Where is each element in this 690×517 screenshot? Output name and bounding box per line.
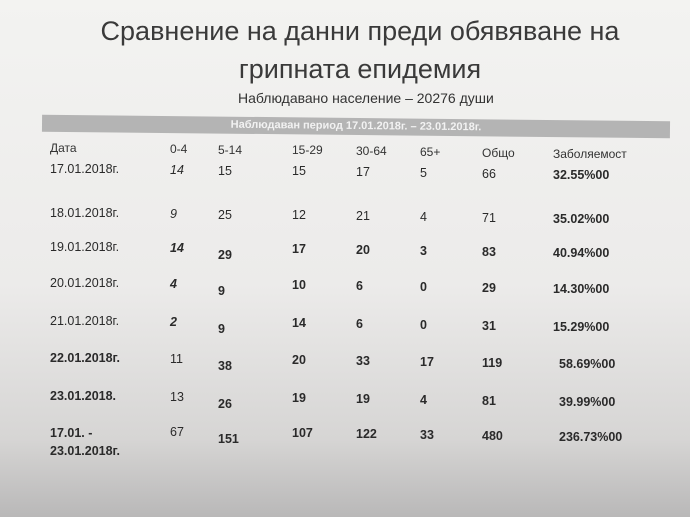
table-cell: 17 — [420, 355, 434, 369]
table-cell: 236.73%00 — [559, 429, 623, 444]
table-cell: 11 — [170, 351, 183, 366]
table-cell: 32.55%00 — [553, 167, 610, 182]
table-cell: 4 — [420, 393, 427, 407]
row-date: 23.01.2018. — [50, 389, 117, 403]
table-cell: 107 — [292, 426, 313, 441]
row-date: 17.01. - 23.01.2018г. — [50, 426, 120, 458]
subtitle: Наблюдавано население – 20276 души — [238, 90, 494, 106]
column-header: Заболяемост — [553, 146, 627, 161]
table-cell: 33 — [420, 428, 434, 442]
period-band: Наблюдаван период 17.01.2018г. – 23.01.2… — [41, 114, 671, 139]
table-cell: 21 — [356, 209, 370, 224]
table-cell: 6 — [356, 279, 363, 294]
table-cell: 14.30%00 — [553, 281, 610, 296]
table-cell: 26 — [218, 396, 232, 411]
table-cell: 151 — [218, 431, 239, 446]
table-cell: 35.02%00 — [553, 211, 610, 226]
row-date: 20.01.2018г. — [50, 276, 120, 290]
table-cell: 15 — [292, 164, 306, 179]
table-cell: 2 — [170, 314, 177, 329]
row-date: 21.01.2018г. — [50, 314, 120, 328]
column-header: Общо — [482, 145, 515, 160]
table-cell: 13 — [170, 389, 184, 404]
table-cell: 15.29%00 — [553, 319, 610, 334]
table-cell: 29 — [218, 247, 232, 262]
table-cell: 31 — [482, 318, 496, 333]
table-cell: 39.99%00 — [559, 394, 616, 409]
table-cell: 58.69%00 — [559, 356, 616, 371]
table-cell: 38 — [218, 358, 232, 373]
table-cell: 12 — [292, 208, 306, 223]
table-cell: 83 — [482, 244, 496, 259]
table-cell: 3 — [420, 244, 427, 258]
table-cell: 17 — [292, 242, 306, 257]
table-cell: 20 — [292, 353, 306, 368]
column-header: Дата — [50, 141, 77, 155]
table-cell: 4 — [170, 276, 177, 291]
table-cell: 29 — [482, 280, 496, 295]
table-cell: 67 — [170, 424, 184, 439]
page-title-line2: грипната епидемия — [238, 54, 482, 84]
column-header: 65+ — [420, 145, 441, 159]
table-cell: 9 — [218, 283, 225, 298]
column-header: 15-29 — [292, 143, 323, 158]
table-cell: 480 — [482, 428, 503, 443]
table-cell: 71 — [482, 210, 496, 225]
table-cell: 10 — [292, 278, 306, 293]
table-cell: 9 — [170, 206, 177, 221]
table-cell: 4 — [420, 210, 427, 224]
table-cell: 0 — [420, 280, 427, 294]
table-cell: 14 — [292, 316, 306, 331]
table-cell: 66 — [482, 166, 496, 181]
column-header: 0-4 — [170, 141, 188, 156]
column-header: 5-14 — [218, 142, 243, 157]
table-cell: 14 — [170, 162, 184, 177]
table-cell: 122 — [356, 427, 377, 442]
table-cell: 9 — [218, 321, 225, 336]
table-cell: 17 — [356, 165, 370, 180]
table-cell: 14 — [170, 240, 184, 255]
row-date: 22.01.2018г. — [50, 351, 120, 365]
table-cell: 20 — [356, 243, 370, 258]
table-cell: 25 — [218, 207, 232, 222]
column-header: 30-64 — [356, 144, 387, 159]
table-cell: 6 — [356, 317, 363, 332]
table-cell: 15 — [218, 163, 232, 178]
table-cell: 119 — [482, 355, 503, 370]
page-title-line1: Сравнение на данни преди обявяване на — [100, 16, 620, 46]
table-cell: 5 — [420, 166, 427, 180]
table-cell: 40.94%00 — [553, 245, 610, 260]
table-cell: 0 — [420, 318, 427, 332]
table-cell: 33 — [356, 354, 370, 369]
table-cell: 19 — [292, 391, 306, 406]
row-date: 19.01.2018г. — [50, 240, 120, 254]
row-date: 17.01.2018г. — [50, 162, 120, 176]
table-cell: 19 — [356, 392, 370, 407]
table-cell: 81 — [482, 393, 496, 408]
row-date: 18.01.2018г. — [50, 206, 120, 220]
